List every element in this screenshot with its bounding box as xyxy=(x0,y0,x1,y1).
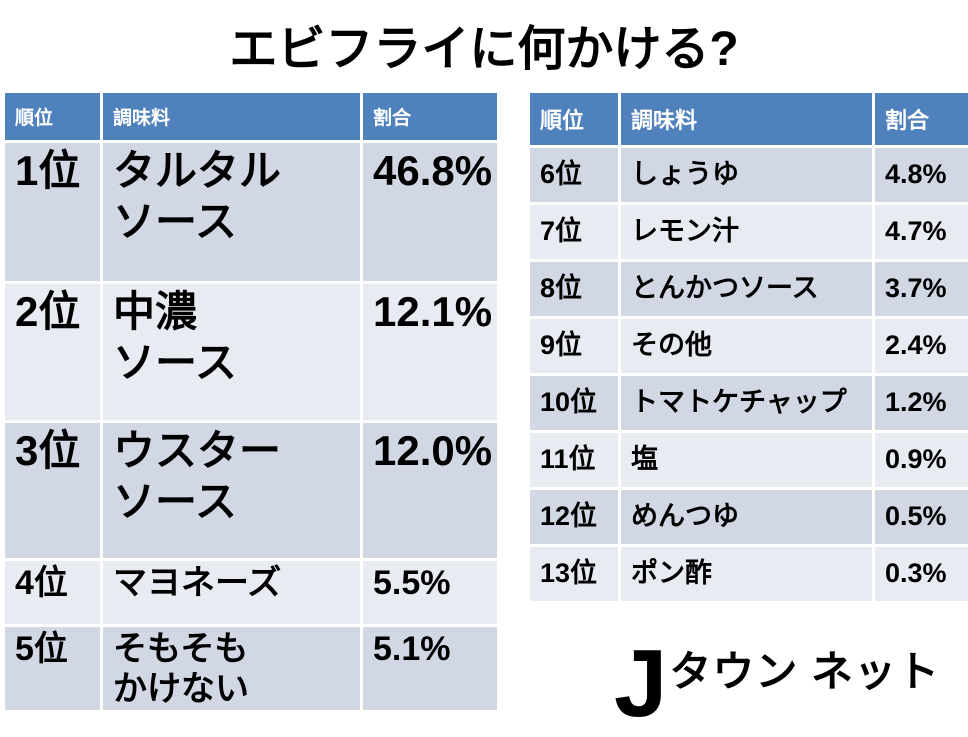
pct-cell: 4.7% xyxy=(875,205,968,259)
pct-cell: 0.3% xyxy=(875,547,968,601)
pct-cell: 5.1% xyxy=(363,627,497,710)
rank-cell: 1位 xyxy=(5,143,100,281)
header-cell-rank: 順位 xyxy=(5,93,100,140)
item-cell: トマトケチャップ xyxy=(621,376,872,430)
rank-cell: 9位 xyxy=(530,319,618,373)
item-cell: しょうゆ xyxy=(621,148,872,202)
pct-cell: 0.5% xyxy=(875,490,968,544)
page-title: エビフライに何かける? xyxy=(229,23,739,76)
item-cell: そもそも かけない xyxy=(103,627,360,710)
item-cell: ポン酢 xyxy=(621,547,872,601)
pct-cell: 5.5% xyxy=(363,561,497,624)
rank-cell: 8位 xyxy=(530,262,618,316)
pct-cell: 3.7% xyxy=(875,262,968,316)
rank-cell: 10位 xyxy=(530,376,618,430)
header-cell-percent: 割合 xyxy=(363,93,497,140)
rank-cell: 4位 xyxy=(5,561,100,624)
pct-cell: 46.8% xyxy=(363,143,497,281)
pct-cell: 12.1% xyxy=(363,284,497,420)
infographic-canvas: エビフライに何かける? 順位 調味料 割合 1位 タルタル ソース 46.8% … xyxy=(5,23,968,732)
ranking-table-left: 順位 調味料 割合 1位 タルタル ソース 46.8% 2位 中濃 ソース 12… xyxy=(5,93,497,710)
rank-cell: 12位 xyxy=(530,490,618,544)
rank-cell: 5位 xyxy=(5,627,100,710)
rank-cell: 6位 xyxy=(530,148,618,202)
item-cell: めんつゆ xyxy=(621,490,872,544)
item-cell: その他 xyxy=(621,319,872,373)
item-cell: マヨネーズ xyxy=(103,561,360,624)
item-cell: ウスター ソース xyxy=(103,423,360,558)
rank-cell: 11位 xyxy=(530,433,618,487)
item-cell: とんかつソース xyxy=(621,262,872,316)
header-cell-condiment: 調味料 xyxy=(103,93,360,140)
jtown-logo-text: タウン ネット xyxy=(669,648,940,696)
jtown-logo-j-mark: J xyxy=(613,630,668,737)
jtown-net-logo: J タウン ネット xyxy=(614,636,940,732)
pct-cell: 2.4% xyxy=(875,319,968,373)
rank-cell: 7位 xyxy=(530,205,618,259)
item-cell: タルタル ソース xyxy=(103,143,360,281)
header-cell-percent: 割合 xyxy=(875,93,968,145)
item-cell: 中濃 ソース xyxy=(103,284,360,420)
pct-cell: 12.0% xyxy=(363,423,497,558)
pct-cell: 0.9% xyxy=(875,433,968,487)
rank-cell: 3位 xyxy=(5,423,100,558)
item-cell: 塩 xyxy=(621,433,872,487)
header-cell-rank: 順位 xyxy=(530,93,618,145)
rank-cell: 2位 xyxy=(5,284,100,420)
rank-cell: 13位 xyxy=(530,547,618,601)
pct-cell: 1.2% xyxy=(875,376,968,430)
ranking-table-right: 順位 調味料 割合 6位 しょうゆ 4.8% 7位 レモン汁 4.7% 8位 と… xyxy=(530,93,968,601)
item-cell: レモン汁 xyxy=(621,205,872,259)
header-cell-condiment: 調味料 xyxy=(621,93,872,145)
pct-cell: 4.8% xyxy=(875,148,968,202)
